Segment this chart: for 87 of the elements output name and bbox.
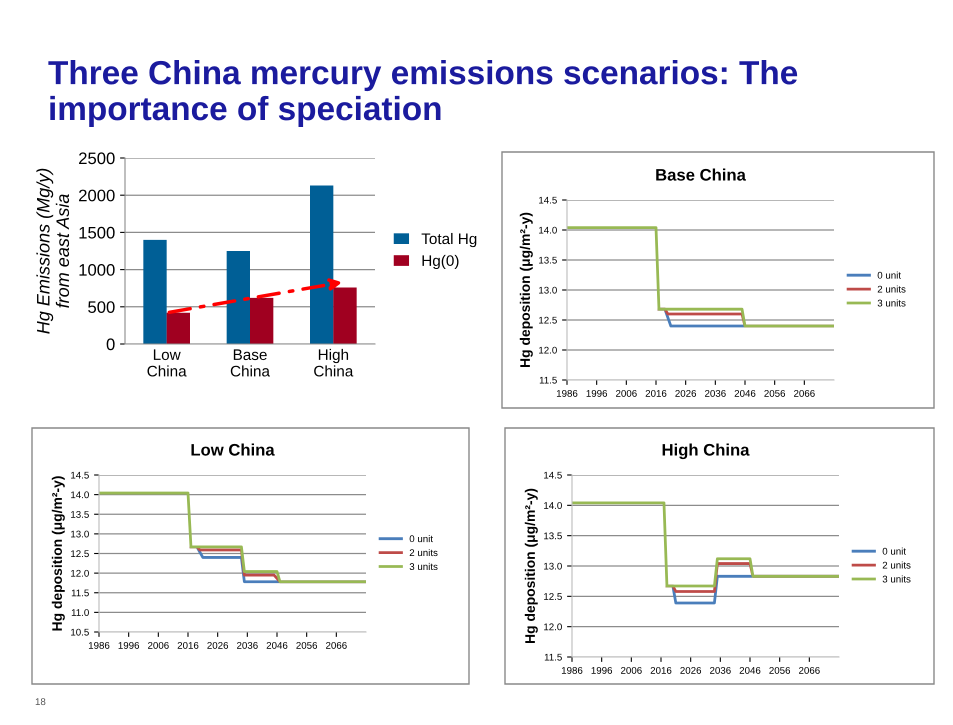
legend-label: 3 units [410,562,438,570]
y-tick-label: 11.5 [72,590,89,596]
y-tick-label: 13.5 [71,510,89,518]
legend-label: 2 units [410,548,438,556]
legend-label: 2 units [878,285,906,293]
y-tick-label: 13.0 [71,530,89,538]
y-tick-label: 11.5 [540,376,557,384]
x-tick-label: 2026 [680,666,702,674]
y-tick-label: 13.5 [539,256,557,264]
x-tick-label: 1996 [118,642,140,649]
x-tick-label: High China [314,348,354,377]
y-axis-title: Hg Emissions (Mg/y) from east Asia [36,168,70,334]
x-tick-label: 2036 [710,666,731,674]
legend-label: 3 units [882,575,911,583]
y-tick-label: 2000 [79,190,115,202]
y-tick-label: 12.5 [539,316,557,324]
x-tick-label: 2046 [266,642,288,649]
x-tick-label: 2056 [764,390,786,397]
x-tick-label: 2056 [769,666,790,674]
text: 18 [36,698,46,706]
x-tick-label: Low China [147,349,187,377]
y-tick-label: 10.5 [71,628,89,636]
y-tick-label: 13.0 [539,286,557,294]
y-tick-label: 11.0 [72,609,89,616]
x-tick-label: 2026 [207,642,228,649]
legend-label: Hg(0) [422,254,459,270]
y-tick-label: 14.0 [544,502,562,509]
y-tick-label: 2500 [79,152,115,164]
legend-label: 3 units [878,299,906,307]
y-tick-label: 1000 [79,264,115,276]
x-tick-label: 2036 [705,390,726,397]
chart-title: Base China [656,168,746,181]
legend-label: 0 unit [410,535,433,542]
y-axis-title: Hg deposition (μg/m²-y) [520,212,533,367]
y-tick-label: 1500 [79,226,115,239]
line-series [572,502,839,588]
bar [226,251,250,344]
x-tick-label: 2006 [616,390,637,397]
chart-title: Three China mercury emissions scenarios: The importance of speciation [48,60,798,127]
y-tick-label: 14.0 [71,491,89,498]
bar [310,186,334,344]
x-tick-label: 2046 [740,666,760,674]
bar [143,240,167,344]
y-tick-label: 12.5 [71,550,89,558]
bar [333,287,357,344]
x-tick-label: 2016 [646,390,666,397]
y-tick-label: 14.0 [539,226,557,234]
y-tick-label: 13.5 [544,532,562,540]
x-tick-label: 1986 [556,390,578,397]
x-tick-label: 2056 [296,642,318,649]
y-tick-label: 12.5 [544,593,562,600]
legend-label: Total Hg [422,232,476,248]
x-tick-label: 2026 [675,390,696,397]
y-axis-title: Hg deposition (μg/m²-y) [52,476,65,630]
y-tick-label: 11.5 [544,654,562,661]
bar [250,298,274,344]
x-tick-label: 1986 [88,642,110,649]
x-tick-label: Base China [230,349,270,377]
bar [166,312,190,344]
y-tick-label: 12.0 [539,346,557,354]
x-tick-label: 2066 [794,390,815,397]
x-tick-label: 2046 [734,390,756,397]
legend-label: 0 unit [878,272,901,279]
x-tick-label: 2066 [326,642,347,649]
x-tick-label: 2016 [178,642,198,649]
chart-title: Low China [191,443,275,456]
x-tick-label: 1986 [562,666,582,674]
x-tick-label: 2066 [799,666,820,674]
chart-title: High China [662,443,750,460]
x-tick-label: 2016 [650,666,672,674]
y-tick-label: 13.0 [544,562,562,570]
y-tick-label: 14.5 [539,196,557,204]
y-tick-label: 500 [88,301,115,314]
x-tick-label: 2036 [237,642,258,649]
x-tick-label: 2006 [621,666,642,674]
line-series [99,492,366,584]
y-axis-title: Hg deposition (μg/m²-y) [524,488,538,643]
y-tick-label: 0 [106,338,115,350]
y-tick-label: 14.5 [71,472,89,479]
legend-label: 2 units [882,561,911,569]
legend-label: 0 unit [882,548,906,555]
x-tick-label: 1996 [592,666,612,674]
x-tick-label: 1996 [586,390,608,397]
y-tick-label: 12.0 [544,623,562,630]
x-tick-label: 2006 [148,642,169,649]
y-tick-label: 14.5 [544,472,562,479]
y-tick-label: 12.0 [71,570,89,577]
